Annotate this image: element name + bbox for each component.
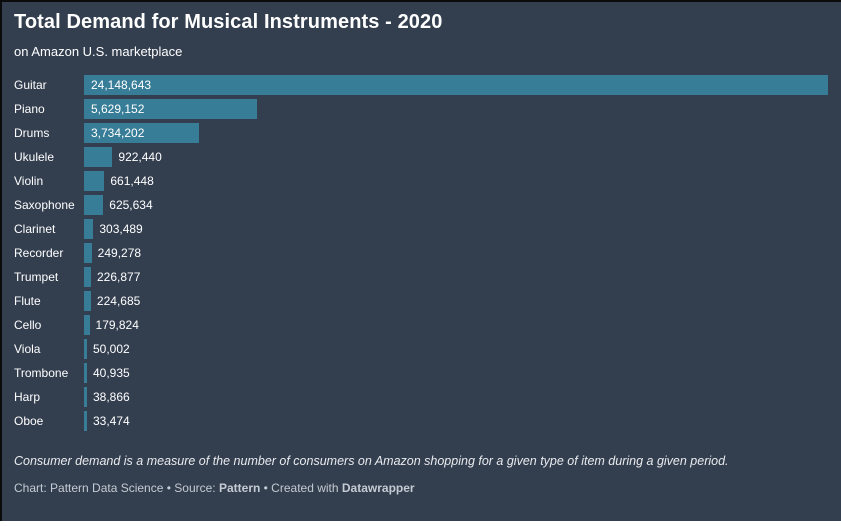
- bar-row: Oboe 33,474: [14, 409, 828, 433]
- bar-track: 625,634: [84, 193, 828, 217]
- category-label: Saxophone: [14, 197, 75, 212]
- value-label: 224,685: [96, 293, 141, 308]
- bar-track: 661,448: [84, 169, 828, 193]
- bar[interactable]: [84, 98, 258, 119]
- bar-track: 24,148,643: [84, 73, 828, 97]
- value-label: 40,935: [93, 365, 130, 380]
- value-label: 50,002: [93, 341, 130, 356]
- bar-track: 38,866: [84, 385, 828, 409]
- chart-credits: Chart: Pattern Data Science • Source: Pa…: [14, 481, 828, 497]
- bar-row: Cello 179,824: [14, 313, 828, 337]
- bar[interactable]: [84, 170, 105, 191]
- bar[interactable]: [84, 74, 828, 95]
- bar-row: Drums 3,734,202: [14, 121, 828, 145]
- value-label: 24,148,643: [91, 77, 152, 92]
- value-label: 625,634: [109, 197, 153, 212]
- chart-title: Total Demand for Musical Instruments - 2…: [14, 11, 443, 33]
- bar[interactable]: [84, 146, 113, 167]
- bar[interactable]: [84, 194, 104, 215]
- bar-track: 33,474: [84, 409, 828, 433]
- bar[interactable]: [84, 338, 87, 359]
- value-label: 38,866: [93, 389, 130, 404]
- bar-track: 179,824: [84, 313, 828, 337]
- tool-name: Datawrapper: [341, 480, 415, 495]
- bar[interactable]: [84, 362, 87, 383]
- bar-row: Recorder 249,278: [14, 241, 828, 265]
- bar-track: 50,002: [84, 337, 828, 361]
- bar-track: 226,877: [84, 265, 828, 289]
- bar[interactable]: [84, 266, 91, 287]
- bar-row: Trumpet 226,877: [14, 265, 828, 289]
- category-label: Piano: [14, 101, 45, 116]
- bar-row: Piano 5,629,152: [14, 97, 828, 121]
- bar[interactable]: [84, 386, 87, 407]
- category-label: Clarinet: [14, 221, 56, 236]
- category-label: Trumpet: [14, 269, 59, 284]
- bar-row: Flute 224,685: [14, 289, 828, 313]
- bar-track: 249,278: [84, 241, 828, 265]
- bar-row: Trombone 40,935: [14, 361, 828, 385]
- value-label: 303,489: [99, 221, 143, 236]
- bar-track: 303,489: [84, 217, 828, 241]
- category-label: Recorder: [14, 245, 64, 260]
- credits-middle: • Created with: [260, 480, 342, 495]
- category-label: Trombone: [14, 365, 69, 380]
- bar-track: 40,935: [84, 361, 828, 385]
- bar[interactable]: [84, 122, 200, 143]
- value-label: 922,440: [118, 149, 162, 164]
- bar-row: Clarinet 303,489: [14, 217, 828, 241]
- value-label: 249,278: [97, 245, 142, 260]
- bar-rows: Guitar 24,148,643 Piano 5,629,152 Drums 3,734…: [14, 73, 828, 433]
- category-label: Flute: [14, 293, 41, 308]
- value-label: 5,629,152: [91, 101, 145, 116]
- category-label: Drums: [14, 125, 50, 140]
- value-label: 179,824: [95, 317, 139, 332]
- chart-subtitle: on Amazon U.S. marketplace: [14, 44, 183, 59]
- bar[interactable]: [84, 218, 94, 239]
- category-label: Cello: [14, 317, 42, 332]
- category-label: Violin: [14, 173, 44, 188]
- category-label: Harp: [14, 389, 41, 404]
- bar-row: Violin 661,448: [14, 169, 828, 193]
- credits-prefix: Chart: Pattern Data Science • Source:: [14, 480, 219, 495]
- bar-track: 3,734,202: [84, 121, 828, 145]
- bar-track: 5,629,152: [84, 97, 828, 121]
- category-label: Guitar: [14, 77, 47, 92]
- bar[interactable]: [84, 290, 91, 311]
- value-label: 661,448: [110, 173, 154, 188]
- bar[interactable]: [84, 314, 90, 335]
- category-label: Ukulele: [14, 149, 55, 164]
- bar-row: Ukulele 922,440: [14, 145, 828, 169]
- value-label: 3,734,202: [91, 125, 145, 140]
- bar-row: Saxophone 625,634: [14, 193, 828, 217]
- category-label: Oboe: [14, 413, 44, 428]
- bar-row: Guitar 24,148,643: [14, 73, 828, 97]
- value-label: 226,877: [96, 269, 141, 284]
- bar-row: Harp 38,866: [14, 385, 828, 409]
- bar[interactable]: [84, 242, 92, 263]
- bar-track: 224,685: [84, 289, 828, 313]
- bar-row: Viola 50,002: [14, 337, 828, 361]
- source-name: Pattern: [218, 480, 261, 495]
- bar[interactable]: [84, 410, 87, 431]
- category-label: Viola: [14, 341, 41, 356]
- bar-track: 922,440: [84, 145, 828, 169]
- chart-note: Consumer demand is a measure of the numb…: [14, 453, 729, 468]
- value-label: 33,474: [93, 413, 130, 428]
